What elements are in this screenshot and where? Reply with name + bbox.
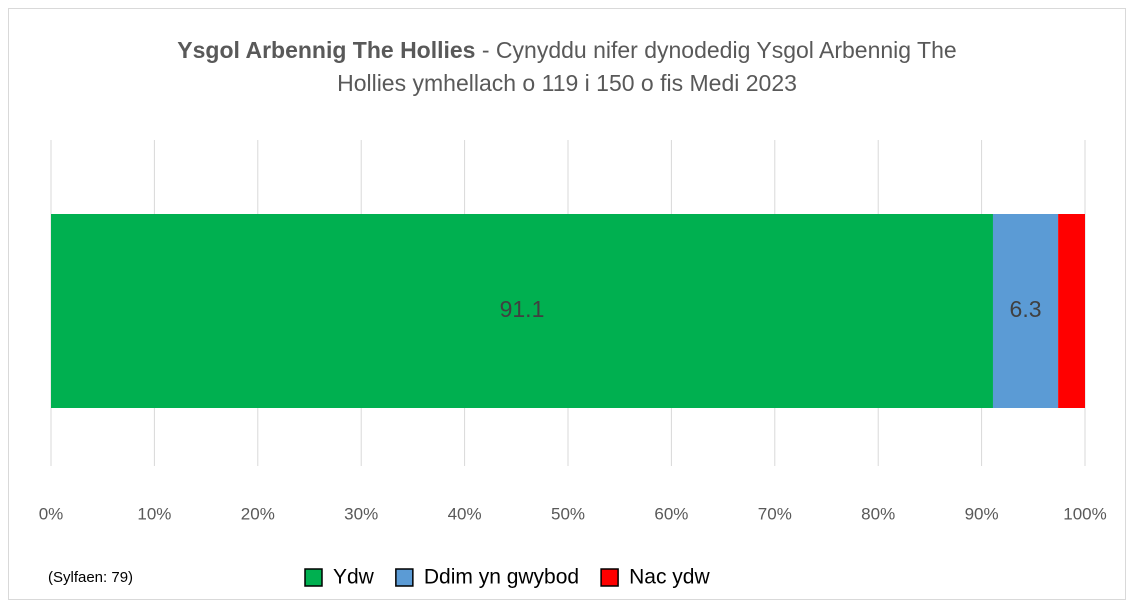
legend-swatch [304,568,323,587]
x-tick-label: 100% [1063,504,1106,523]
legend-swatch [600,568,619,587]
x-tick-label: 80% [861,504,895,523]
data-label: 91.1 [500,296,545,322]
x-tick-label: 20% [241,504,275,523]
x-tick-label: 40% [448,504,482,523]
x-tick-label: 90% [965,504,999,523]
legend-label: Ydw [333,566,375,589]
title-bold: Ysgol Arbennig The Hollies [177,37,476,63]
data-label: 6.3 [1010,296,1042,322]
chart-title: Ysgol Arbennig The Hollies - Cynyddu nif… [160,34,974,100]
x-tick-label: 10% [137,504,171,523]
bar-segment [1058,214,1085,408]
x-tick-label: 60% [654,504,688,523]
title-text: - Cynyddu nifer dynodedig Ysgol Arbennig… [337,37,957,96]
x-tick-label: 0% [39,504,64,523]
bar-segment [51,214,993,408]
legend-label: Ddim yn gwybod [424,566,579,589]
legend-label: Nac ydw [629,566,710,589]
annotation: (Sylfaen: 79) [48,569,133,586]
x-tick-label: 50% [551,504,585,523]
bar-segment [992,214,1059,408]
x-tick-label: 30% [344,504,378,523]
x-tick-label: 70% [758,504,792,523]
legend-swatch [395,568,414,587]
